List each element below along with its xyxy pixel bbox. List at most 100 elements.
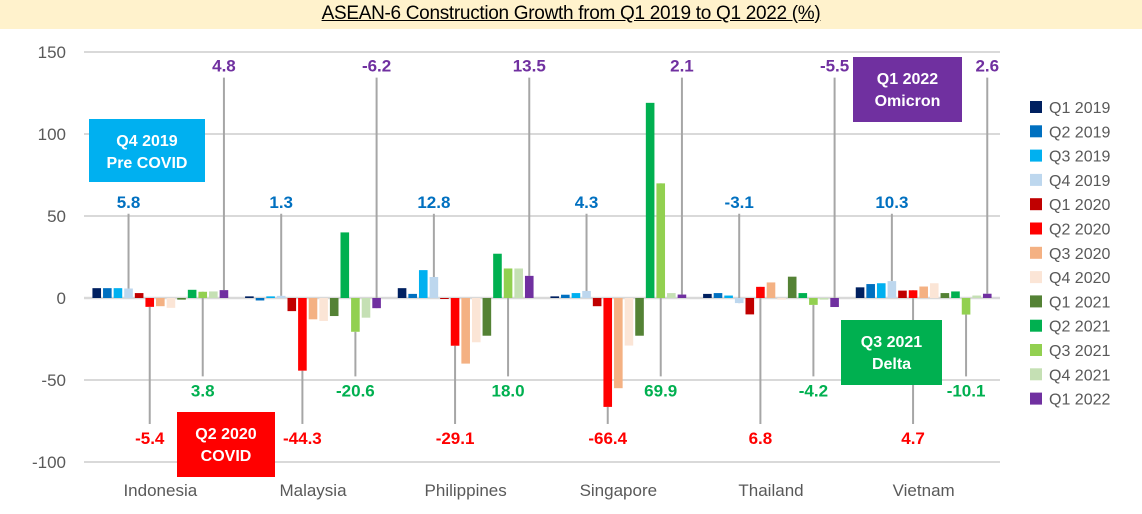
data-label-q4-2019: 5.8 <box>117 193 141 212</box>
data-label-q2-2020: -66.4 <box>588 429 627 448</box>
bar-q3-2019-singapore <box>571 293 581 298</box>
data-label-q4-2019: 1.3 <box>269 193 293 212</box>
bar-q3-2020-vietnam <box>919 286 928 298</box>
bar-q1-2020-singapore <box>592 298 602 307</box>
bar-q4-2020-philippines <box>471 298 481 343</box>
legend-swatch <box>1030 198 1042 211</box>
bar-q1-2019-philippines <box>397 288 407 298</box>
title-band <box>0 0 1142 29</box>
bar-q2-2020-singapore <box>603 298 613 407</box>
legend-label: Q1 2022 <box>1049 392 1110 409</box>
y-tick-label: 150 <box>38 43 66 62</box>
bar-q4-2021-singapore <box>667 293 676 298</box>
bar-q2-2019-philippines <box>408 293 417 298</box>
bar-q1-2019-thailand <box>703 293 712 298</box>
bar-q2-2019-malaysia <box>255 298 265 301</box>
bar-q2-2021-indonesia <box>187 289 197 298</box>
annotation-text: Q4 2019 <box>116 133 177 150</box>
y-tick-label: 100 <box>38 125 66 144</box>
y-tick-label: 0 <box>57 289 66 308</box>
bar-q2-2021-singapore <box>645 102 655 298</box>
bar-q1-2019-vietnam <box>855 287 865 298</box>
bar-q1-2022-thailand <box>830 298 839 308</box>
legend-label: Q3 2019 <box>1049 149 1110 166</box>
legend-label: Q4 2019 <box>1049 173 1110 190</box>
category-label: Philippines <box>425 481 507 500</box>
legend-swatch <box>1030 392 1042 405</box>
bar-q4-2021-malaysia <box>361 298 371 318</box>
data-label-q4-2019: 4.3 <box>575 193 599 212</box>
legend-swatch <box>1030 319 1042 332</box>
bar-q3-2019-indonesia <box>113 288 123 298</box>
bar-q4-2019-philippines <box>429 277 439 298</box>
data-label-q2-2020: 4.7 <box>901 429 925 448</box>
bar-q2-2021-malaysia <box>340 232 350 298</box>
data-label-q3-2021: 3.8 <box>191 381 215 400</box>
legend-label: Q2 2020 <box>1049 222 1110 239</box>
data-label-q3-2021: 69.9 <box>644 381 677 400</box>
y-tick-label: -50 <box>41 371 66 390</box>
category-label: Malaysia <box>279 481 347 500</box>
bar-q4-2021-indonesia <box>209 291 218 298</box>
bar-q1-2019-indonesia <box>92 288 102 298</box>
data-label-q1-2022: 2.1 <box>670 57 694 76</box>
bar-q3-2021-philippines <box>503 268 513 298</box>
data-label-q3-2021: -20.6 <box>336 381 375 400</box>
chart-title: ASEAN-6 Construction Growth from Q1 2019… <box>321 3 821 24</box>
legend-label: Q1 2021 <box>1049 294 1110 311</box>
bar-q4-2020-singapore <box>624 298 634 346</box>
data-label-q1-2022: 4.8 <box>212 57 236 76</box>
bar-q4-2019-malaysia <box>276 295 286 298</box>
bar-q2-2019-vietnam <box>866 284 875 298</box>
data-label-q2-2020: -44.3 <box>283 429 322 448</box>
legend-swatch <box>1030 344 1042 356</box>
bars <box>92 102 992 407</box>
bar-q3-2021-singapore <box>656 183 666 298</box>
bar-q3-2019-malaysia <box>266 296 275 298</box>
bar-q1-2020-thailand <box>745 298 755 315</box>
bar-q3-2019-vietnam <box>876 283 886 298</box>
data-label-q3-2021: 18.0 <box>492 381 525 400</box>
bar-q3-2020-malaysia <box>308 298 318 320</box>
bar-q3-2019-thailand <box>724 295 733 298</box>
bar-q4-2021-vietnam <box>972 295 981 298</box>
legend-swatch <box>1030 222 1042 235</box>
bar-q2-2019-singapore <box>561 294 570 298</box>
bar-q3-2021-vietnam <box>961 298 971 315</box>
data-label-q2-2020: -5.4 <box>135 429 165 448</box>
annotation-text: Q2 2020 <box>195 426 256 443</box>
category-label: Vietnam <box>893 481 955 500</box>
bar-q1-2021-philippines <box>482 298 492 336</box>
bar-q1-2021-indonesia <box>177 298 186 300</box>
annotation-box-covid <box>177 412 275 477</box>
bar-q1-2020-philippines <box>440 298 449 299</box>
legend-swatch <box>1030 271 1042 284</box>
annotation-text: Omicron <box>875 93 941 110</box>
bar-q2-2021-philippines <box>493 253 502 298</box>
bar-q3-2020-singapore <box>614 298 623 389</box>
legend-label: Q3 2021 <box>1049 343 1110 360</box>
legend-label: Q4 2020 <box>1049 270 1110 287</box>
bar-q3-2020-indonesia <box>156 298 165 307</box>
bar-q1-2020-indonesia <box>134 293 144 298</box>
annotation-text: Q3 2021 <box>861 334 922 351</box>
data-label-q4-2019: 10.3 <box>875 193 908 212</box>
bar-q4-2019-singapore <box>582 290 591 298</box>
legend-label: Q2 2021 <box>1049 319 1110 336</box>
bar-q1-2021-vietnam <box>940 293 950 298</box>
bar-q2-2019-thailand <box>713 293 723 298</box>
data-label-q2-2020: 6.8 <box>749 429 773 448</box>
bar-q4-2019-thailand <box>734 298 744 304</box>
legend-label: Q1 2020 <box>1049 197 1110 214</box>
data-label-q3-2021: -4.2 <box>799 381 828 400</box>
bar-q1-2022-philippines <box>524 275 534 298</box>
legend-label: Q3 2020 <box>1049 246 1110 263</box>
data-label-q4-2019: 12.8 <box>417 193 450 212</box>
bar-q1-2019-singapore <box>550 296 560 298</box>
bar-q1-2022-malaysia <box>372 298 381 309</box>
bar-q2-2021-vietnam <box>951 291 960 298</box>
category-label: Singapore <box>580 481 658 500</box>
data-label-q1-2022: -6.2 <box>362 57 391 76</box>
bar-q4-2020-thailand <box>777 298 786 300</box>
bar-q1-2021-malaysia <box>329 298 339 317</box>
